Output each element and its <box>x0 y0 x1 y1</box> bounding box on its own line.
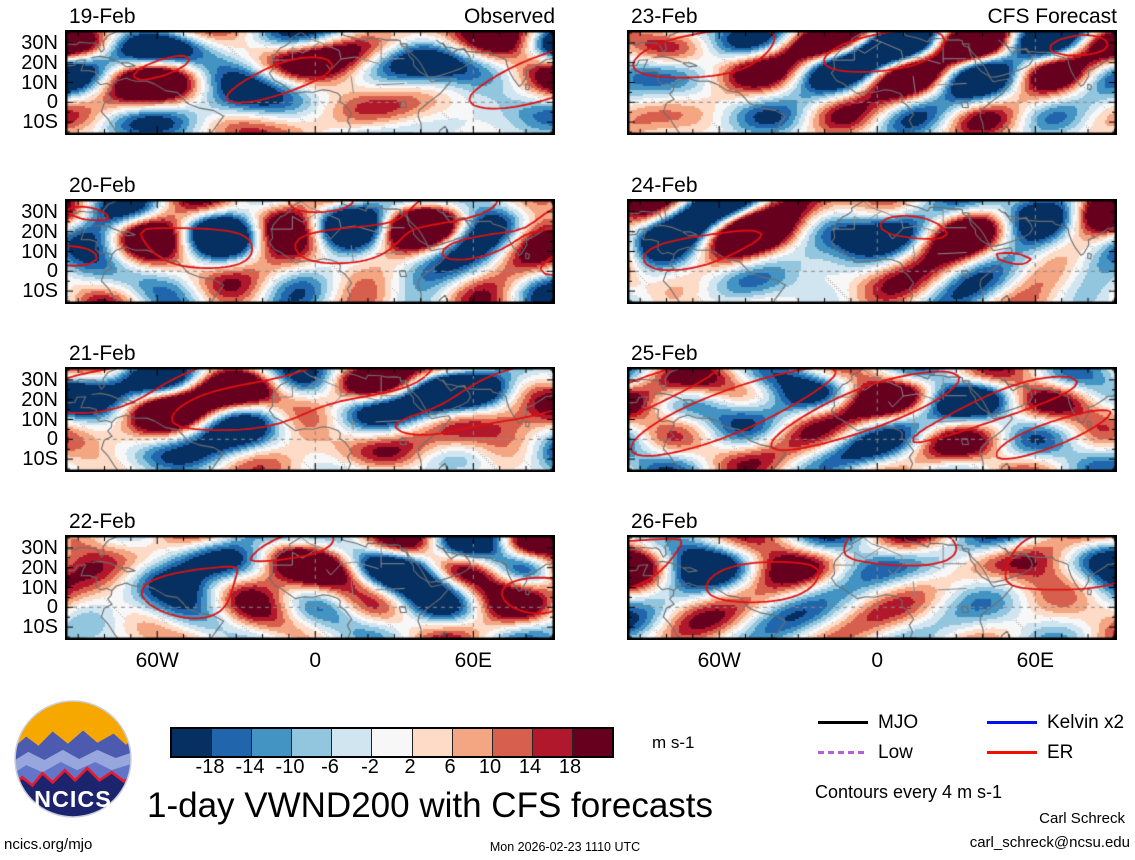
website-label: ncics.org/mjo <box>4 836 93 853</box>
column-header-label: CFS Forecast <box>987 5 1117 28</box>
legend-line-sample <box>987 721 1037 724</box>
logo-mountains <box>15 730 131 817</box>
lon-tick-label: 60E <box>1016 649 1055 672</box>
map-panel-20-Feb: 20-Feb 30N 20N 10N 0 10S <box>21 174 555 304</box>
lon-tick-label: 0 <box>309 649 322 672</box>
lon-tick-label: 60W <box>697 649 741 672</box>
lat-tick-label: 0 <box>46 260 58 283</box>
map-panel-23-Feb: 23-Feb CFS Forecast <box>627 5 1117 135</box>
lat-tick-label: 0 <box>46 91 58 114</box>
column-header-label: Observed <box>463 5 555 28</box>
map-panel-25-Feb: 25-Feb <box>627 342 1117 472</box>
map-canvas <box>627 199 1117 304</box>
map-panel-24-Feb: 24-Feb <box>627 174 1117 304</box>
credit-name-label: Carl Schreck <box>1039 810 1125 827</box>
colorbar-units-label: m s-1 <box>652 733 695 752</box>
colorbar-tick-label: -2 <box>361 756 379 778</box>
panel-date-label: 23-Feb <box>631 5 698 28</box>
lat-tick-label: 20N <box>21 388 58 411</box>
lat-tick-label: 10N <box>21 408 58 431</box>
colorbar-tick-label: -18 <box>195 756 225 778</box>
legend-item-low: Low <box>818 743 913 762</box>
colorbar-tick-label: -14 <box>235 756 265 778</box>
lat-tick-label: 30N <box>21 200 58 223</box>
map-panel-26-Feb: 26-Feb 60W 0 60E <box>627 510 1117 671</box>
panel-date-label: 20-Feb <box>69 174 136 197</box>
panel-date-label: 25-Feb <box>631 342 698 365</box>
lat-tick-label: 20N <box>21 556 58 579</box>
colorbar <box>170 727 614 758</box>
colorbar-cell <box>492 729 533 756</box>
colorbar-tick-label: 18 <box>558 756 582 778</box>
colorbar-cell <box>372 729 413 756</box>
map-panel-21-Feb: 21-Feb 30N 20N 10N 0 10S <box>21 342 555 472</box>
map-panel-22-Feb: 22-Feb 30N 20N 10N 0 10S 60W 0 60E <box>21 510 555 671</box>
legend-item-mjo: MJO <box>818 713 918 732</box>
lat-tick-label: 10S <box>22 111 58 134</box>
colorbar-cell <box>452 729 493 756</box>
panel-date-label: 21-Feb <box>69 342 136 365</box>
lat-tick-label: 10N <box>21 71 58 94</box>
map-canvas <box>65 535 555 640</box>
lon-tick-label: 60W <box>135 649 179 672</box>
lat-tick-label: 10S <box>22 280 58 303</box>
legend-label: MJO <box>878 712 919 733</box>
lat-tick-label: 10N <box>21 576 58 599</box>
lat-tick-label: 10S <box>22 448 58 471</box>
legend-item-kelvin-x2: Kelvin x2 <box>987 713 1124 732</box>
colorbar-cell <box>412 729 453 756</box>
lat-tick-label: 20N <box>21 51 58 74</box>
colorbar-cell <box>252 729 293 756</box>
lat-tick-label: 20N <box>21 220 58 243</box>
map-canvas <box>65 199 555 304</box>
legend-label: Low <box>878 742 913 763</box>
panel-date-label: 22-Feb <box>69 510 136 533</box>
colorbar-tick-label: -6 <box>321 756 339 778</box>
colorbar-tick-label: 6 <box>444 756 456 778</box>
ncics-logo: NCICS <box>14 700 132 818</box>
lat-tick-label: 10N <box>21 240 58 263</box>
map-panel-19-Feb: 19-Feb Observed 30N 20N 10N 0 10S <box>21 5 555 135</box>
map-canvas <box>627 535 1117 640</box>
lat-tick-label: 30N <box>21 31 58 54</box>
map-canvas <box>627 367 1117 472</box>
colorbar-tick-label: 2 <box>404 756 416 778</box>
legend-label: ER <box>1047 742 1074 763</box>
map-canvas <box>65 367 555 472</box>
colorbar-tick-label: -10 <box>275 756 305 778</box>
colorbar-cell <box>532 729 573 756</box>
timestamp-label: Mon 2026-02-23 1110 UTC <box>489 840 641 854</box>
panel-date-label: 19-Feb <box>69 5 136 28</box>
lat-tick-label: 30N <box>21 536 58 559</box>
legend-line-sample <box>987 751 1037 754</box>
colorbar-cell <box>572 729 613 756</box>
contour-note: Contours every 4 m s-1 <box>815 782 1003 802</box>
figure-title: 1-day VWND200 with CFS forecasts <box>147 786 714 825</box>
lat-tick-label: 0 <box>46 596 58 619</box>
legend-label: Kelvin x2 <box>1047 712 1125 733</box>
lat-tick-label: 0 <box>46 428 58 451</box>
colorbar-cell <box>332 729 373 756</box>
credit-email-label: carl_schreck@ncsu.edu <box>969 834 1130 851</box>
lon-tick-label: 60E <box>454 649 493 672</box>
legend-item-er: ER <box>987 743 1073 762</box>
colorbar-tick-labels: -18 -14 -10 -6 -2 2 6 10 14 18 <box>170 757 614 781</box>
colorbar-tick-label: 10 <box>478 756 502 778</box>
panel-date-label: 24-Feb <box>631 174 698 197</box>
lat-tick-label: 10S <box>22 616 58 639</box>
colorbar-cell <box>172 729 213 756</box>
logo-text: NCICS <box>34 786 112 812</box>
colorbar-cell <box>292 729 333 756</box>
legend-line-sample <box>818 721 868 724</box>
map-canvas <box>65 30 555 135</box>
lat-tick-label: 30N <box>21 368 58 391</box>
legend-line-sample <box>818 751 868 754</box>
colorbar-tick-label: 14 <box>518 756 542 778</box>
lon-tick-label: 0 <box>871 649 884 672</box>
panel-date-label: 26-Feb <box>631 510 698 533</box>
map-canvas <box>627 30 1117 135</box>
colorbar-cell <box>212 729 253 756</box>
